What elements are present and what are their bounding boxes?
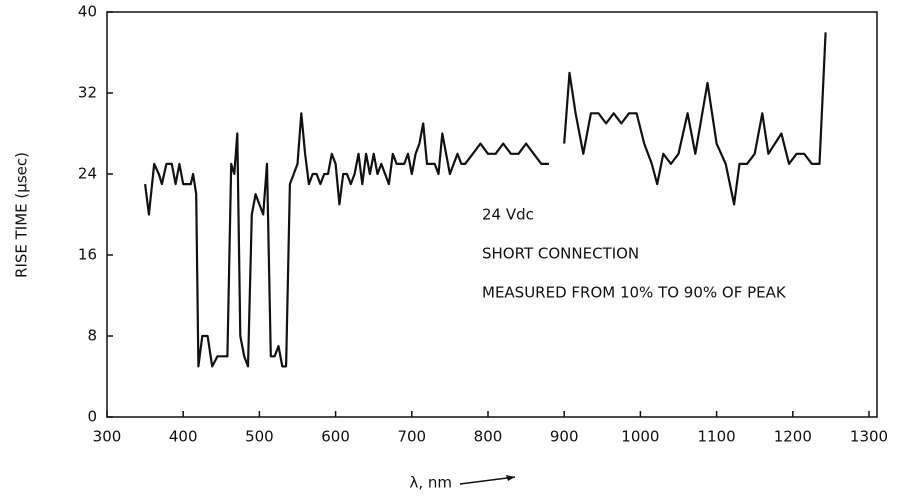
x-tick-label: 500: [245, 428, 274, 446]
arrow-head: [506, 475, 515, 481]
y-axis-label: RISE TIME (μsec): [13, 152, 31, 278]
x-tick-label: 1000: [621, 428, 659, 446]
x-tick-label: 400: [169, 428, 198, 446]
x-tick-label: 900: [550, 428, 579, 446]
x-tick-label: 300: [93, 428, 122, 446]
y-tick-label: 32: [78, 84, 97, 102]
y-tick-label: 0: [87, 408, 97, 426]
y-tick-label: 24: [78, 165, 97, 183]
y-tick-label: 40: [78, 3, 97, 21]
x-tick-label: 600: [321, 428, 350, 446]
x-tick-label: 1200: [774, 428, 812, 446]
x-tick-label: 800: [474, 428, 503, 446]
arrow: [459, 476, 516, 485]
annotations: 24 Vdc SHORT CONNECTION MEASURED FROM 10…: [482, 206, 787, 302]
y-tick-label: 16: [78, 246, 97, 264]
annotation: SHORT CONNECTION: [482, 245, 639, 263]
y-tick-label: 8: [87, 327, 97, 345]
plot-frame: [106, 11, 878, 418]
annotation: MEASURED FROM 10% TO 90% OF PEAK: [482, 284, 787, 302]
x-tick-label: 700: [397, 428, 426, 446]
data-line: [144, 32, 827, 368]
annotation: 24 Vdc: [482, 206, 534, 224]
x-tick-label: 1300: [850, 428, 888, 446]
x-tick-label: 1100: [698, 428, 736, 446]
x-axis-label: λ, nm: [409, 474, 452, 492]
